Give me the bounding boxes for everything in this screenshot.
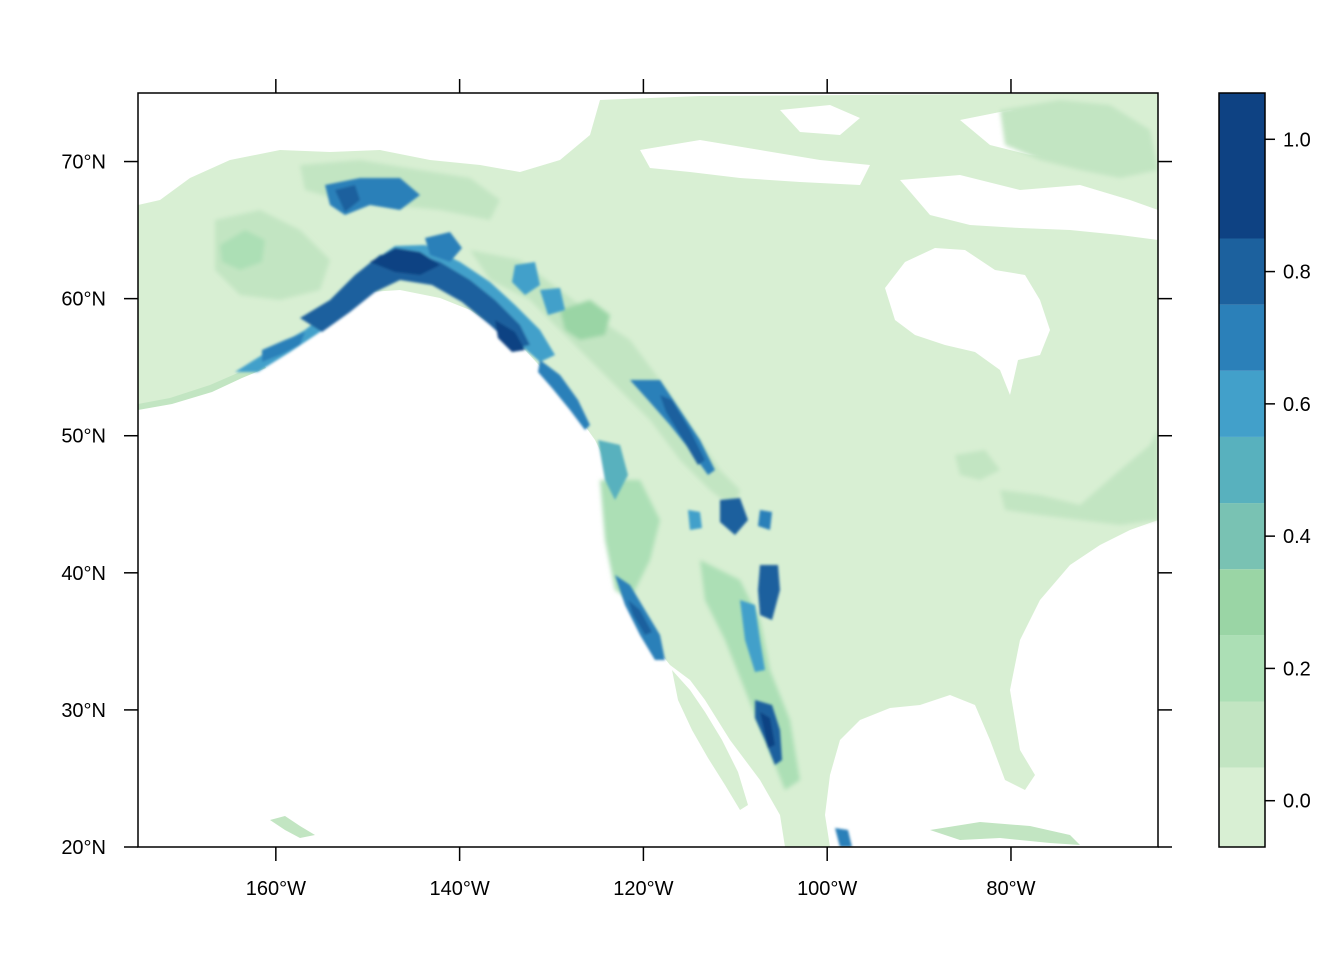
baja-california (672, 670, 748, 810)
colorbar-bin (1219, 635, 1265, 702)
colorbar-tick-label: 0.8 (1283, 262, 1311, 284)
colorbar-bin (1219, 701, 1265, 768)
moderate-value-zones (215, 100, 1158, 790)
colorbar-bin (1219, 93, 1265, 239)
colorbar-frame (1218, 92, 1266, 848)
map-axes: 70°N 60°N 50°N 40°N 30°N 20°N 160°W 140°W 120°W 1… (61, 79, 1172, 900)
arctic-channel-4 (780, 105, 860, 135)
colorbar-tick-label: 0.4 (1283, 526, 1311, 548)
cuba (930, 822, 1080, 845)
colorbar-tick-label: 0.6 (1283, 394, 1311, 416)
colorbar: 0.0 0.2 0.4 0.6 0.8 1.0 (1218, 92, 1311, 848)
colorbar-bin (1219, 569, 1265, 636)
colorbar-bin (1219, 304, 1265, 371)
gulf-of-mexico (840, 700, 1000, 840)
colorbar-tick-label: 0.0 (1283, 791, 1311, 813)
lat-tick-label: 70°N (61, 152, 106, 174)
colorbar-bin (1219, 767, 1265, 847)
lat-tick-label: 20°N (61, 837, 106, 859)
colorbar-bin (1219, 436, 1265, 504)
lat-tick-label: 50°N (61, 426, 106, 448)
aleutian-islands (138, 362, 266, 410)
map-frame (137, 92, 1159, 848)
lat-tick-label: 60°N (61, 289, 106, 311)
lat-tick-label: 40°N (61, 563, 106, 585)
map-panel (138, 93, 1158, 847)
colorbar-bin (1219, 238, 1265, 305)
lon-tick-label: 160°W (246, 878, 306, 900)
colorbar-tick-label: 1.0 (1283, 129, 1311, 151)
lon-tick-label: 120°W (613, 878, 673, 900)
high-value-zones (235, 178, 852, 847)
hawaii (270, 816, 315, 838)
lon-tick-label: 100°W (797, 878, 857, 900)
colorbar-tick-label: 0.2 (1283, 658, 1311, 680)
lon-tick-label: 140°W (429, 878, 489, 900)
arctic-channel-2 (900, 175, 1158, 240)
lon-tick-label: 80°W (986, 878, 1035, 900)
hudson-bay (885, 248, 1050, 395)
arctic-channel-1 (640, 140, 870, 185)
colorbar-bin (1219, 370, 1265, 437)
colorbar-bin (1219, 503, 1265, 570)
lat-tick-label: 30°N (61, 700, 106, 722)
